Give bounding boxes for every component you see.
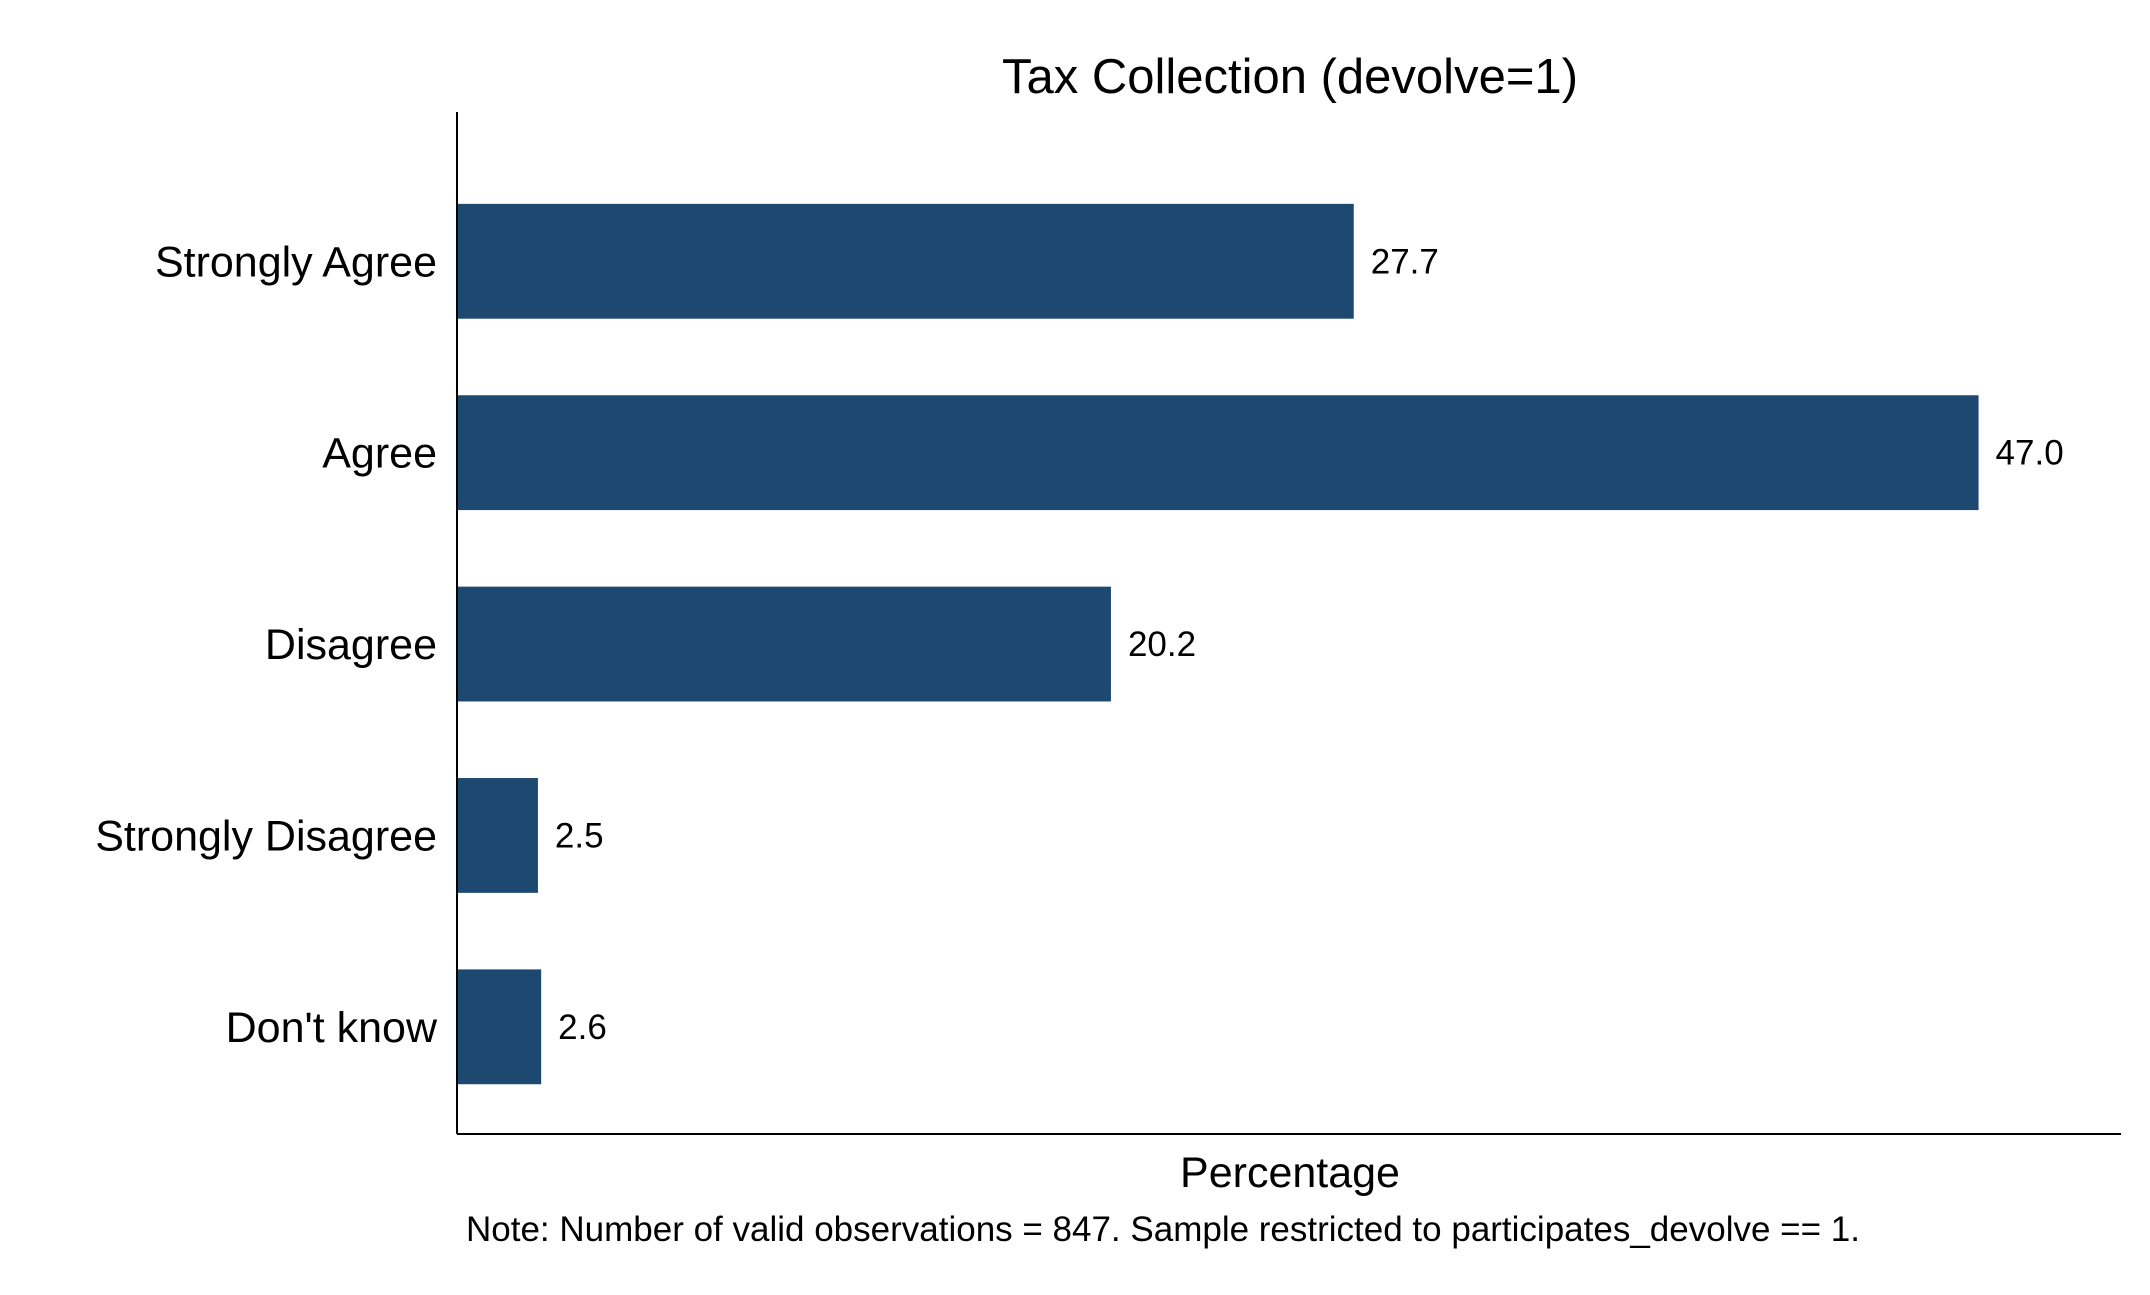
category-label-strongly-disagree: Strongly Disagree bbox=[95, 812, 437, 860]
bar-strongly-agree bbox=[457, 203, 1354, 319]
category-label-don-t-know: Don't know bbox=[226, 1004, 438, 1052]
bars-layer bbox=[457, 203, 1979, 1085]
labels-layer: 27.7 Strongly Agree 47.0 Agree 20.2 Disagree 2… bbox=[95, 238, 2063, 1052]
value-label-strongly-disagree: 2.5 bbox=[555, 816, 604, 855]
chart-note: Note: Number of valid observations = 847… bbox=[466, 1210, 1860, 1249]
category-label-disagree: Disagree bbox=[265, 621, 437, 669]
x-axis-title: Percentage bbox=[1180, 1149, 1400, 1197]
bar-strongly-disagree bbox=[457, 778, 538, 893]
value-label-don-t-know: 2.6 bbox=[558, 1008, 607, 1047]
bar-disagree bbox=[457, 586, 1111, 702]
category-label-strongly-agree: Strongly Agree bbox=[155, 238, 437, 286]
chart-title: Tax Collection (devolve=1) bbox=[1002, 50, 1578, 104]
bar-agree bbox=[457, 395, 1979, 511]
value-label-strongly-agree: 27.7 bbox=[1371, 242, 1439, 281]
value-label-disagree: 20.2 bbox=[1128, 625, 1196, 664]
value-label-agree: 47.0 bbox=[1996, 434, 2064, 473]
category-label-agree: Agree bbox=[322, 430, 437, 478]
bar-don-t-know bbox=[457, 969, 542, 1085]
